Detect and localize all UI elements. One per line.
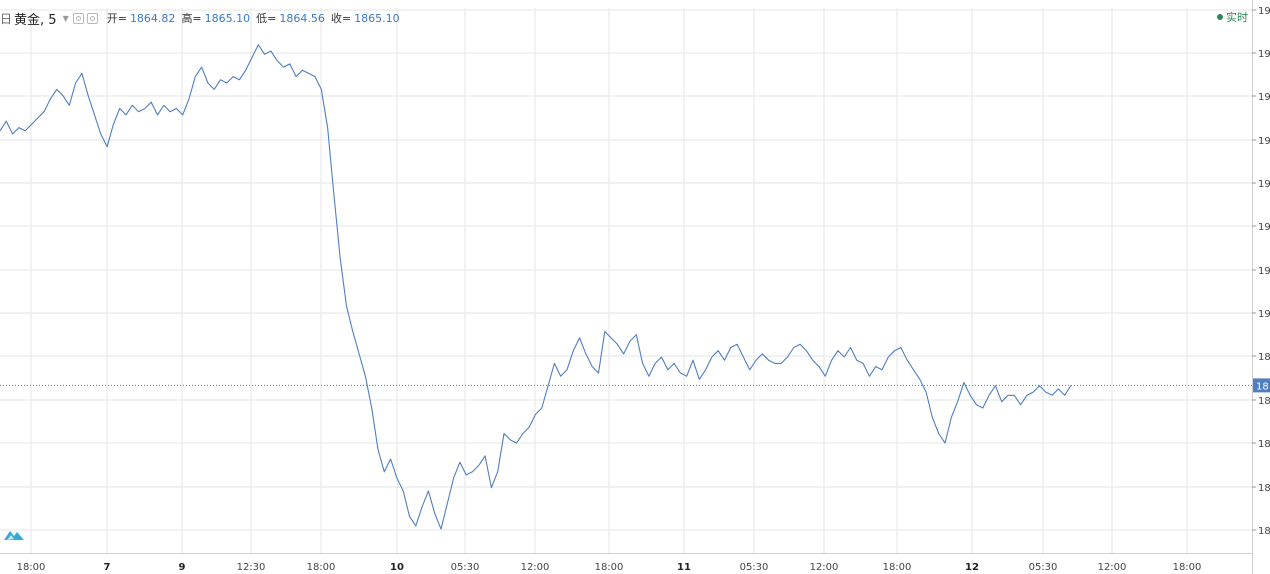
x-tick-label: 18:00 xyxy=(883,562,912,573)
y-tick-label: 19 xyxy=(1258,136,1270,147)
current-price-tag xyxy=(1253,378,1270,393)
x-tick-label: 12:00 xyxy=(810,562,839,573)
logo-icon xyxy=(4,531,24,540)
series-layer xyxy=(0,44,1072,530)
x-tick-label: 12 xyxy=(965,562,979,573)
x-tick-label: 18:00 xyxy=(17,562,46,573)
price-layer: 18 xyxy=(0,378,1270,393)
x-tick-label: 9 xyxy=(179,562,186,573)
x-tick-label: 05:30 xyxy=(451,562,480,573)
x-tick-label: 11 xyxy=(677,562,691,573)
open-value: 1864.82 xyxy=(129,11,176,25)
x-tick-label: 12:00 xyxy=(1098,562,1127,573)
y-tick-label: 19 xyxy=(1258,92,1270,103)
x-tick-label: 12:00 xyxy=(521,562,550,573)
y-tick-label: 19 xyxy=(1258,6,1270,17)
x-tick-label: 05:30 xyxy=(740,562,769,573)
chevron-down-icon[interactable]: ▼ xyxy=(62,13,69,23)
y-tick-label: 19 xyxy=(1258,309,1270,320)
symbol-legend: 日 黄金, 5 ▼ 开= 1864.82 高= 1865.10 低= 1864.… xyxy=(0,9,400,28)
open-label: 开= xyxy=(106,12,127,25)
settings-icon[interactable] xyxy=(72,12,84,24)
calendar-icon[interactable]: 日 xyxy=(0,11,13,26)
series-line-gold xyxy=(0,44,1072,530)
y-tick-label: 18 xyxy=(1258,439,1270,450)
x-tick-label: 7 xyxy=(104,562,111,573)
x-tick-label: 12:30 xyxy=(237,562,266,573)
x-tick-label: 18:00 xyxy=(307,562,336,573)
y-tick-label: 19 xyxy=(1258,179,1270,190)
y-tick-label: 18 xyxy=(1258,396,1270,407)
x-tick-label: 10 xyxy=(390,562,404,573)
realtime-indicator[interactable]: 实时 xyxy=(1217,9,1248,25)
high-value: 1865.10 xyxy=(204,11,251,25)
y-tick-label: 19 xyxy=(1258,266,1270,277)
y-axis: 19 19 19 19 19 19 19 19 18 18 18 18 18 xyxy=(1252,6,1270,537)
hide-icon[interactable] xyxy=(86,12,98,24)
low-label: 低= xyxy=(256,12,277,25)
y-tick-label: 19 xyxy=(1258,49,1270,60)
realtime-label: 实时 xyxy=(1226,11,1248,24)
close-value: 1865.10 xyxy=(354,11,400,25)
y-tick-label: 18 xyxy=(1258,483,1270,494)
y-tick-label: 19 xyxy=(1258,222,1270,233)
y-tick-label: 18 xyxy=(1258,526,1270,537)
x-tick-label: 18:00 xyxy=(1173,562,1202,573)
y-tick-label: 18 xyxy=(1258,352,1270,363)
current-price-tag-label: 18 xyxy=(1256,381,1269,392)
x-tick-label: 18:00 xyxy=(595,562,624,573)
symbol-title[interactable]: 黄金, 5 xyxy=(14,12,57,28)
x-tick-label: 05:30 xyxy=(1029,562,1058,573)
close-label: 收= xyxy=(330,12,352,25)
x-axis: 18:00 7 9 12:30 18:00 10 05:30 12:00 18:00 11 05:3… xyxy=(17,562,1202,573)
low-value: 1864.56 xyxy=(279,11,325,25)
realtime-dot-icon xyxy=(1217,14,1223,20)
high-label: 高= xyxy=(181,12,202,25)
